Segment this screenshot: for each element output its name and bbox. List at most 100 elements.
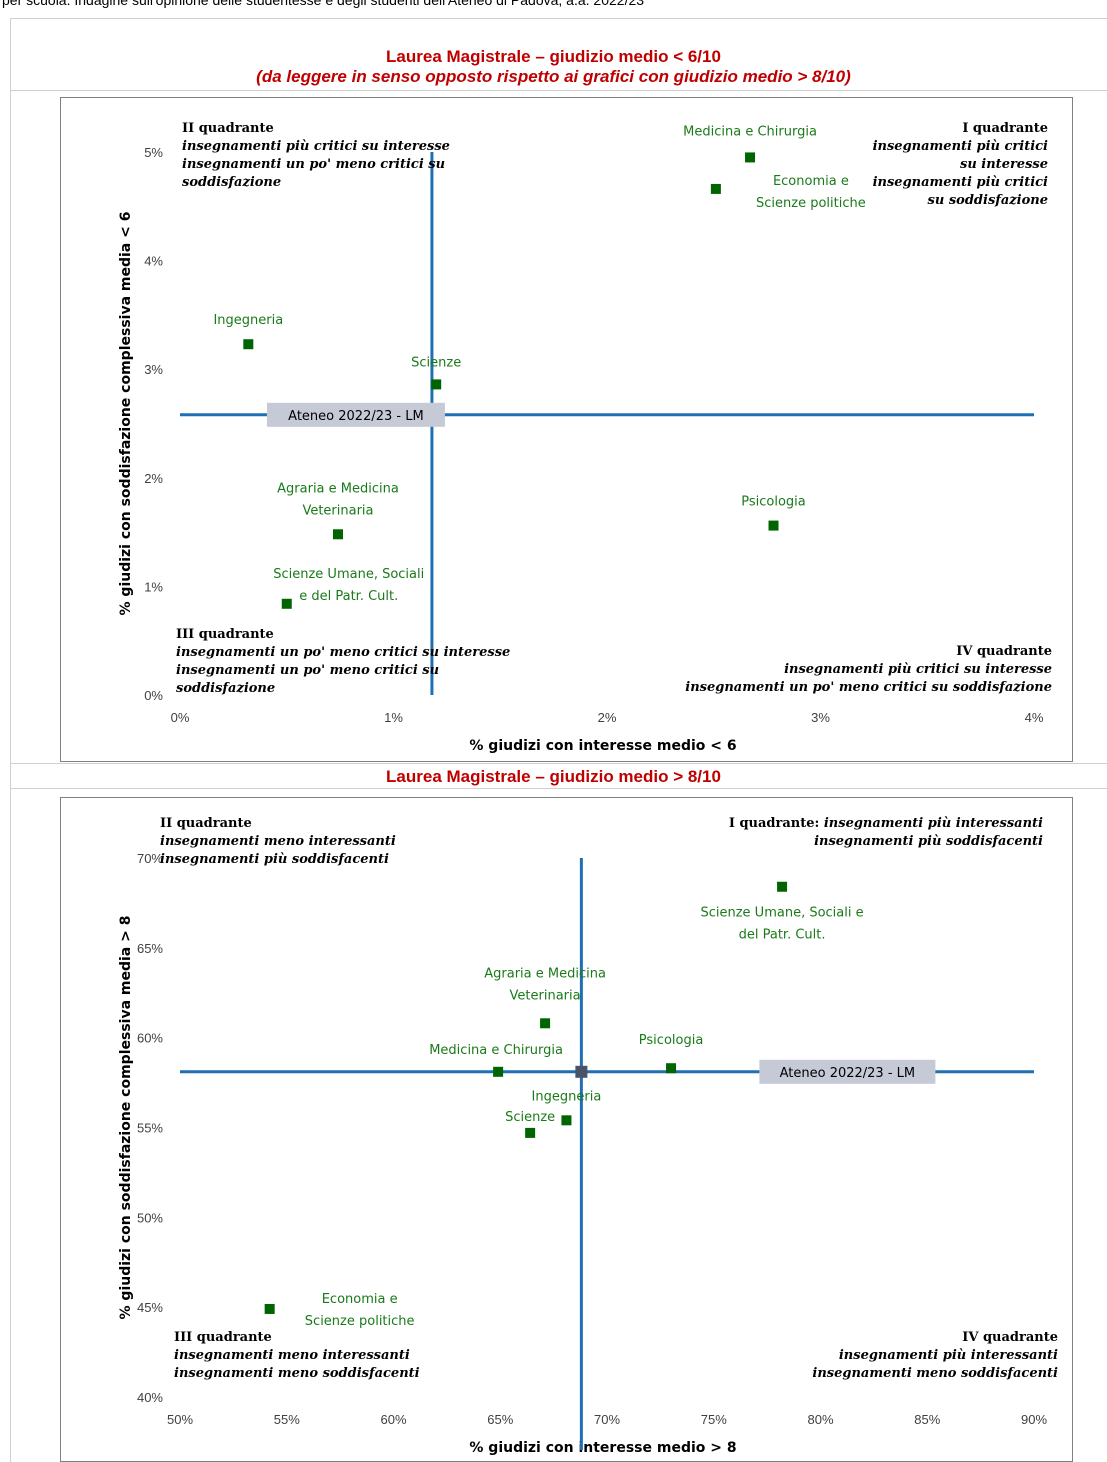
reference-label: Ateneo 2022/23 - LM (288, 409, 424, 424)
data-point-label: Psicologia (741, 495, 806, 510)
x-tick-label: 4% (1025, 710, 1044, 725)
quadrant-desc-line: insegnamenti un po' meno critici su inte… (176, 645, 510, 660)
quadrant-desc-line: insegnamenti più critici (873, 139, 1048, 154)
data-point (745, 152, 756, 163)
x-tick-label: 60% (380, 1412, 406, 1427)
quadrant-desc-line: insegnamenti un po' meno critici su sodd… (685, 680, 1052, 695)
x-tick-label: 0% (171, 710, 190, 725)
quadrant-desc-line: insegnamenti più interessanti (824, 816, 1043, 831)
data-point (281, 598, 292, 609)
y-tick-label: 50% (137, 1210, 163, 1225)
x-tick-label: 3% (811, 710, 830, 725)
quadrant-q1-title: I quadrante (962, 121, 1048, 136)
quadrant-desc-line: insegnamenti più soddisfacenti (814, 834, 1043, 849)
x-tick-label: 80% (807, 1412, 833, 1427)
chart1-frame (60, 97, 1073, 762)
data-point (493, 1066, 504, 1077)
quadrant-desc-line: insegnamenti meno interessanti (160, 834, 396, 849)
data-point-label: Scienze politiche (305, 1314, 415, 1329)
data-point (710, 183, 721, 194)
reference-marker (575, 1065, 588, 1078)
reference-label-box (759, 1059, 936, 1084)
x-tick-label: 2% (598, 710, 617, 725)
data-point-label: Scienze Umane, Sociali (273, 567, 424, 582)
quadrant-desc-line: insegnamenti meno interessanti (174, 1348, 410, 1363)
data-point (777, 881, 788, 892)
x-tick-label: 65% (487, 1412, 513, 1427)
quadrant-desc-line: insegnamenti un po' meno critici su (182, 157, 445, 172)
data-point (768, 520, 779, 531)
quadrant-desc-line: soddisfazione (182, 175, 281, 190)
x-axis-title: % giudizi con interesse medio < 6 (469, 738, 736, 754)
data-point (561, 1115, 572, 1126)
quadrant-q3-title: III quadrante (174, 1330, 272, 1345)
data-point (264, 1303, 275, 1314)
data-point-label: Ingegneria (213, 313, 283, 328)
y-tick-label: 1% (144, 579, 163, 594)
data-point-label: del Patr. Cult. (739, 928, 826, 943)
data-point-label: Scienze Umane, Sociali e (700, 906, 863, 921)
x-tick-label: 55% (274, 1412, 300, 1427)
quadrant-desc-line: su interesse (960, 157, 1048, 172)
y-tick-label: 65% (137, 941, 163, 956)
figure-caption: per scuola. Indagine sull'opinione delle… (2, 0, 645, 8)
x-axis-title: % giudizi con interesse medio > 8 (469, 1440, 736, 1456)
quadrant-title: I quadrante: (729, 816, 824, 831)
y-axis-title: % giudizi con soddisfazione complessiva … (118, 212, 134, 616)
quadrant-q4-title: IV quadrante (962, 1330, 1058, 1345)
data-point-label: Medicina e Chirurgia (683, 124, 817, 139)
y-axis-title: % giudizi con soddisfazione complessiva … (118, 916, 134, 1320)
data-point-label: Agraria e Medicina (277, 481, 399, 496)
data-point-label: Scienze (505, 1110, 555, 1125)
quadrant-desc-line: insegnamenti più critici (873, 175, 1048, 190)
data-point (540, 1018, 551, 1029)
x-tick-label: 50% (167, 1412, 193, 1427)
reference-label: Ateneo 2022/23 - LM (780, 1066, 916, 1081)
quadrant-q1-heading: I quadrante: insegnamenti più interessan… (729, 816, 1043, 831)
quadrant-q4-title: IV quadrante (956, 644, 1052, 659)
chart2-top-divider (10, 763, 1107, 764)
quadrant-desc-line: insegnamenti meno soddisfacenti (812, 1366, 1058, 1381)
y-tick-label: 60% (137, 1031, 163, 1046)
quadrant-desc-line: insegnamenti più interessanti (839, 1348, 1058, 1363)
chart1-subtitle: (da leggere in senso opposto rispetto ai… (256, 67, 851, 86)
y-tick-label: 55% (137, 1121, 163, 1136)
data-point-label: Veterinaria (302, 503, 373, 518)
quadrant-desc-line: insegnamenti più critici su interesse (182, 139, 450, 154)
quadrant-desc-line: soddisfazione (176, 681, 275, 696)
quadrant-desc-line: insegnamenti meno soddisfacenti (174, 1366, 420, 1381)
quadrant-q2-title: II quadrante (182, 121, 274, 136)
y-tick-label: 40% (137, 1390, 163, 1405)
data-point-label: Veterinaria (510, 988, 581, 1003)
reference-label-box (266, 402, 445, 427)
quadrant-desc-line: insegnamenti più soddisfacenti (160, 852, 389, 867)
y-tick-label: 3% (144, 362, 163, 377)
data-point-label: Economia e (322, 1292, 398, 1307)
y-tick-label: 70% (137, 851, 163, 866)
x-tick-label: 70% (594, 1412, 620, 1427)
data-point-label: Psicologia (639, 1033, 704, 1048)
data-point-label: Scienze (411, 355, 461, 370)
data-point-label: Ingegneria (532, 1089, 602, 1104)
data-point (525, 1127, 536, 1138)
quadrant-desc-line: insegnamenti un po' meno critici su (176, 663, 439, 678)
data-point (431, 379, 442, 390)
chart1-title: Laurea Magistrale – giudizio medio < 6/1… (386, 47, 721, 66)
chart2-title-divider (10, 788, 1107, 789)
x-tick-label: 85% (914, 1412, 940, 1427)
y-tick-label: 2% (144, 471, 163, 486)
quadrant-desc-line: insegnamenti più critici su interesse (784, 662, 1052, 677)
y-tick-label: 4% (144, 254, 163, 269)
x-tick-label: 90% (1021, 1412, 1047, 1427)
y-tick-label: 5% (144, 145, 163, 160)
data-point-label: Agraria e Medicina (484, 966, 606, 981)
data-point (243, 339, 254, 350)
figure-frame (10, 18, 1107, 1462)
data-point-label: Economia e (773, 174, 849, 189)
quadrant-q2-title: II quadrante (160, 816, 252, 831)
data-point-label: Scienze politiche (756, 196, 866, 211)
quadrant-q3-title: III quadrante (176, 627, 274, 642)
